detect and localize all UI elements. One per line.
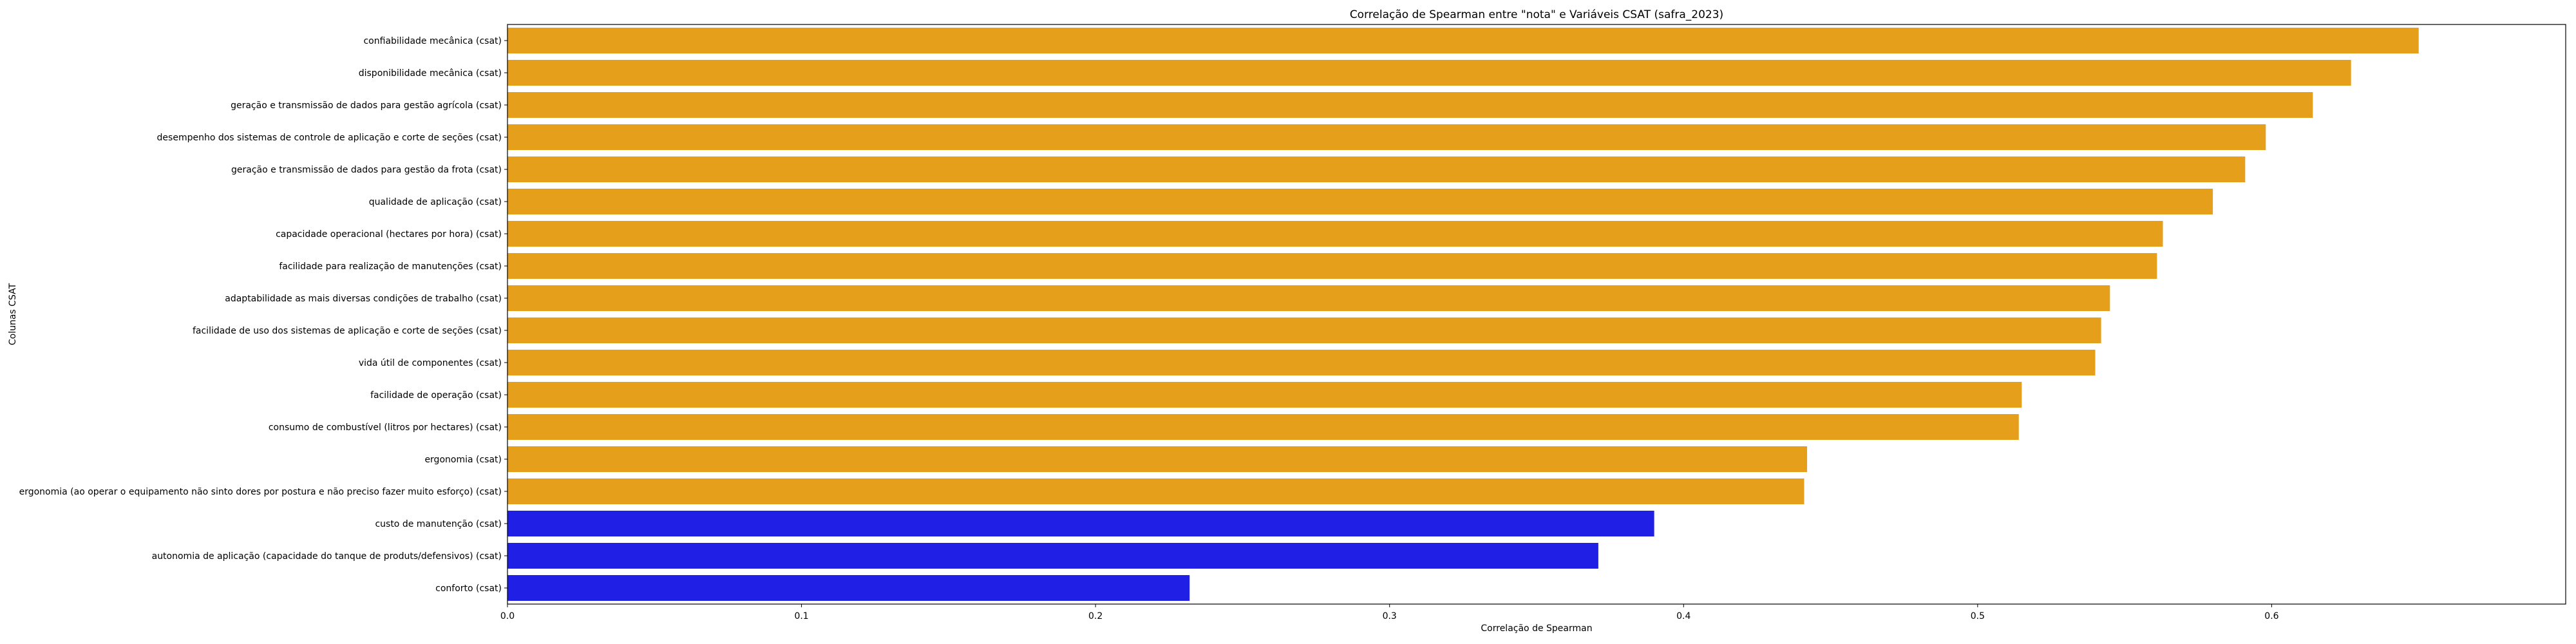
y-tick-label: ergonomia (ao operar o equipamento não s… — [19, 487, 502, 497]
y-tick-label: geração e transmissão de dados para gest… — [231, 165, 502, 175]
x-tick-label: 0.0 — [500, 611, 515, 621]
x-tick-label: 0.3 — [1383, 611, 1397, 621]
y-tick-label: qualidade de aplicação (csat) — [369, 197, 502, 207]
y-tick-label: autonomia de aplicação (capacidade do ta… — [152, 551, 502, 562]
bar — [507, 478, 1804, 504]
bar — [507, 382, 2022, 408]
y-tick-label: ergonomia (csat) — [424, 455, 502, 465]
bar — [507, 511, 1654, 536]
y-axis-label: Colunas CSAT — [8, 283, 18, 345]
bar — [507, 575, 1190, 601]
y-tick-label: facilidade para realização de manutençõe… — [279, 261, 502, 272]
bar — [507, 156, 2246, 182]
y-tick-label: conforto (csat) — [435, 583, 502, 594]
x-tick-label: 0.5 — [1971, 611, 1985, 621]
bar — [507, 60, 2351, 86]
y-tick-label: facilidade de operação (csat) — [370, 390, 502, 401]
y-tick-label: capacidade operacional (hectares por hor… — [276, 229, 502, 240]
bar — [507, 253, 2157, 279]
x-tick-label: 0.2 — [1088, 611, 1103, 621]
chart-title: Correlação de Spearman entre "nota" e Va… — [1350, 8, 1723, 21]
y-tick-label: desempenho dos sistemas de controle de a… — [157, 133, 502, 143]
y-tick-label: consumo de combustível (litros por hecta… — [269, 422, 502, 433]
bar — [507, 92, 2313, 118]
bar — [507, 221, 2163, 247]
bar — [507, 285, 2110, 311]
bar — [507, 543, 1598, 569]
x-tick-label: 0.1 — [794, 611, 808, 621]
y-tick-label: facilidade de uso dos sistemas de aplica… — [193, 326, 502, 336]
y-tick-labels: confiabilidade mecânica (csat) disponibil… — [19, 36, 507, 594]
y-tick-label: geração e transmissão de dados para gest… — [231, 100, 502, 111]
bar — [507, 189, 2213, 214]
y-tick-label: confiabilidade mecânica (csat) — [363, 36, 502, 46]
bar — [507, 28, 2419, 53]
bars-group — [507, 28, 2419, 601]
x-axis-label: Correlação de Spearman — [1481, 623, 1592, 634]
bar — [507, 124, 2266, 150]
x-ticks: 0.0 0.1 0.2 0.3 0.4 0.5 0.6 — [500, 604, 2279, 621]
bar — [507, 350, 2096, 375]
y-tick-label: vida útil de componentes (csat) — [359, 358, 502, 368]
y-tick-label: disponibilidade mecânica (csat) — [359, 68, 502, 79]
x-tick-label: 0.6 — [2264, 611, 2278, 621]
y-tick-label: custo de manutenção (csat) — [375, 519, 502, 529]
x-tick-label: 0.4 — [1676, 611, 1690, 621]
bar — [507, 446, 1808, 472]
y-tick-label: adaptabilidade as mais diversas condiçõe… — [225, 294, 502, 304]
bar — [507, 414, 2019, 440]
bar — [507, 317, 2101, 343]
plot-frame — [507, 24, 2566, 605]
